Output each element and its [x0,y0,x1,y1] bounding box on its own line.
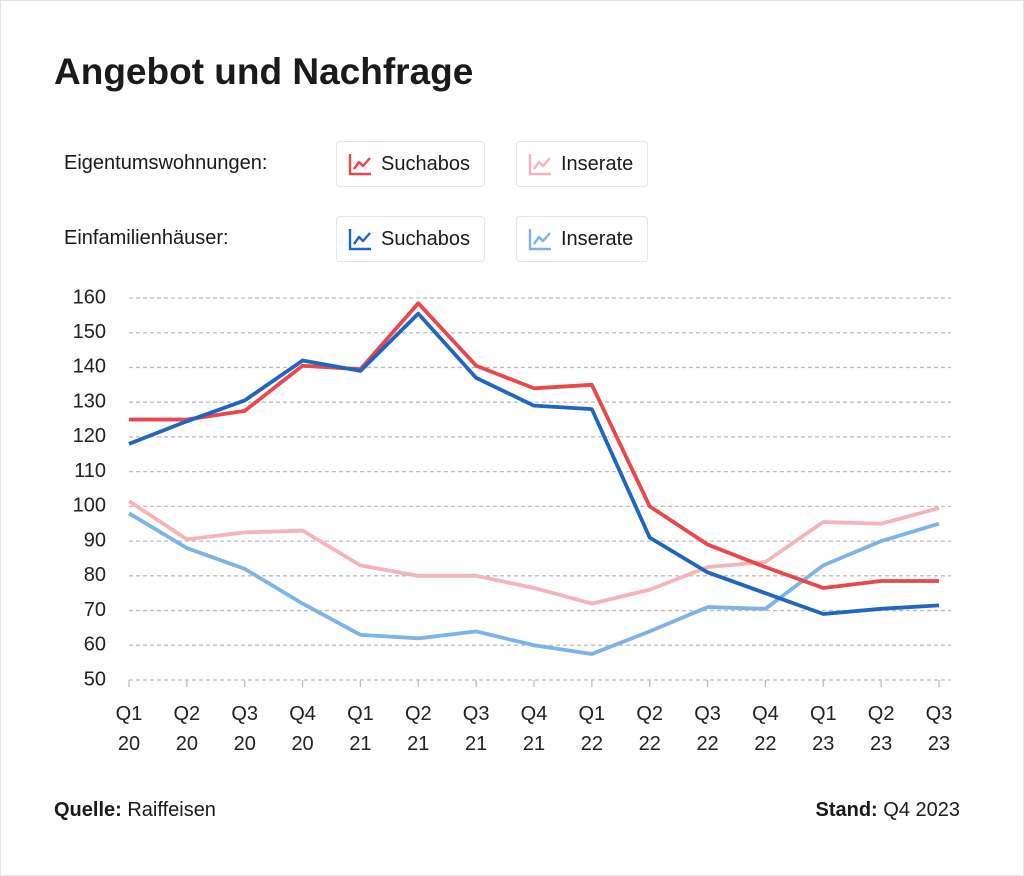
y-tick-label: 160 [73,286,106,308]
legend-icon-frame [528,154,551,176]
y-tick-label: 110 [74,460,106,482]
x-tick-label: Q2 22 [636,703,664,755]
x-tick-label: Q1 20 [115,703,143,755]
x-tick-label: Q1 21 [347,703,374,755]
source: Quelle: Raiffeisen [54,799,216,822]
legend-label: Inserate [561,227,634,250]
legend-group-label: Eigentumswohnungen: [64,152,268,174]
chart-title: Angebot und Nachfrage [54,51,474,92]
source-text: Raiffeisen [127,799,216,821]
legend-label: Suchabos [381,227,470,250]
x-tick-label: Q2 20 [173,703,201,755]
x-tick-label: Q3 22 [694,703,721,755]
source-label: Quelle: [54,799,122,821]
x-tick-label: Q3 23 [925,703,953,755]
series-line [129,301,939,590]
legend-icon [528,229,551,251]
legend-label: Inserate [561,152,634,175]
legend-icon-frame [348,154,371,176]
legend-item[interactable]: Suchabos [336,216,485,262]
series-line [128,311,940,616]
date-text: Q4 2023 [883,799,960,821]
date: Stand: Q4 2023 [815,799,960,822]
legend-label: Suchabos [381,152,470,175]
legend-icon-line [353,157,371,170]
series-line [127,499,940,606]
y-tick-label: 100 [73,495,106,517]
x-tick-label: Q1 23 [809,703,837,755]
legend-item[interactable]: Inserate [516,216,649,262]
legend-icon-frame [348,229,371,251]
x-tick-label: Q4 21 [520,703,548,755]
legend-icon [528,154,551,176]
y-tick-label: 60 [84,634,106,656]
y-tick-label: 90 [84,529,106,551]
x-tick-label: Q4 22 [752,703,779,755]
legend-icon-line [353,232,371,245]
x-tick-label: Q3 21 [462,703,490,755]
x-tick-label: Q4 20 [289,703,316,755]
y-tick-label: 120 [73,425,106,447]
x-tick-label: Q2 23 [867,703,895,755]
legend-icon-frame [528,229,551,251]
y-tick-label: 150 [73,321,106,343]
y-tick-label: 70 [84,599,106,621]
date-label: Stand: [815,799,878,821]
legend-icon-line [533,232,551,245]
y-tick-label: 140 [73,356,106,378]
legend-item[interactable]: Inserate [516,141,649,187]
legend-item[interactable]: Suchabos [336,141,485,187]
x-tick-label: Q1 22 [578,703,606,755]
legend-icon-line [533,157,551,170]
x-tick-label: Q3 20 [231,703,259,755]
y-tick-label: 80 [84,564,106,586]
y-tick-label: 50 [84,668,106,690]
legend-icon [348,229,371,251]
y-tick-label: 130 [73,390,106,412]
series-line [128,511,940,656]
legend-group-label: Einfamilienhäuser: [64,227,229,249]
x-tick-label: Q2 21 [404,703,432,755]
legend-icon [348,154,371,176]
